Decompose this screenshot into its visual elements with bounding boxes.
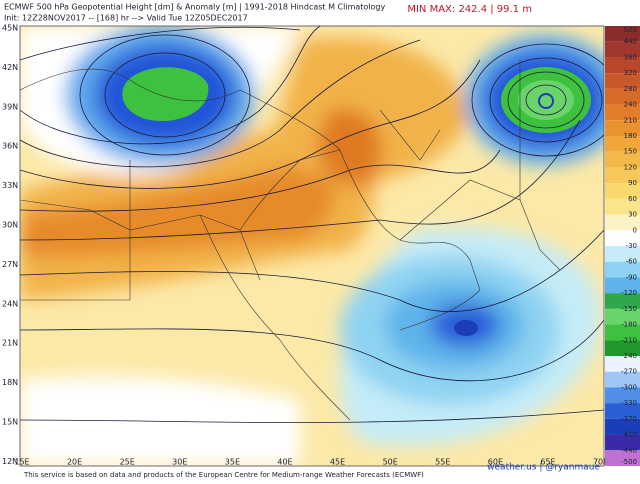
low-core: [122, 67, 209, 121]
colorbar-label: -500: [621, 458, 637, 466]
colorbar-label: -150: [621, 305, 637, 313]
colorbar-swatch: [605, 183, 640, 199]
lon-label: 70E: [593, 458, 608, 467]
colorbar-swatch: [605, 403, 640, 419]
colorbar-swatch: [605, 340, 640, 356]
lat-label: 24N: [2, 299, 18, 308]
colorbar-label: -90: [626, 273, 637, 281]
colorbar-swatch: [605, 214, 640, 231]
height-contours: [20, 26, 604, 423]
colorbar-label: 30: [628, 211, 637, 219]
colorbar-swatch: [605, 387, 640, 404]
colorbar-swatch: [605, 450, 640, 466]
footer-brand: weather.us | @ryanmaue: [487, 463, 600, 473]
lon-label: 60E: [488, 458, 503, 467]
lon-label: 40E: [277, 458, 292, 467]
colorbar-swatch: [605, 167, 640, 184]
colorbar-swatch: [605, 151, 640, 168]
borders: [20, 60, 561, 421]
colorbar-label: 120: [624, 163, 637, 171]
header-init: Init: 12Z28NOV2017 -- [168] hr --> Valid…: [4, 14, 248, 23]
lat-label: 36N: [2, 142, 18, 151]
colorbar-label: 500: [624, 26, 637, 34]
colorbar-swatch: [605, 277, 640, 294]
colorbar-label: -300: [621, 383, 637, 391]
colorbar-swatch: [605, 120, 640, 136]
lat-label: 30N: [2, 221, 18, 230]
lat-label: 42N: [2, 63, 18, 72]
lon-label: 35E: [225, 458, 240, 467]
colorbar-label: 280: [624, 85, 637, 93]
header-minmax: MIN MAX: 242.4 | 99.1 m: [407, 4, 532, 15]
anomaly-core: [454, 320, 478, 336]
header-bar: [0, 0, 640, 25]
colorbar-label: -180: [621, 321, 637, 329]
colorbar-label: 210: [624, 116, 637, 124]
colorbar-label: -330: [621, 399, 637, 407]
colorbar-swatch: [605, 73, 640, 89]
lon-label: 45E: [330, 458, 345, 467]
colorbar-label: -440: [621, 446, 637, 454]
colorbar-label: 90: [628, 179, 637, 187]
lon-label: 15E: [14, 458, 29, 467]
colorbar-swatch: [605, 261, 640, 278]
colorbar-swatch: [605, 88, 640, 105]
colorbar-label: 320: [624, 69, 637, 77]
colorbar-swatch: [605, 136, 640, 152]
lon-label: 55E: [435, 458, 450, 467]
colorbar-label: -240: [621, 352, 637, 360]
colorbar-swatch: [605, 246, 640, 262]
colorbar-swatch: [605, 293, 640, 309]
low-center: [538, 93, 554, 109]
colorbar-swatch: [605, 371, 640, 388]
lon-label: 30E: [172, 458, 187, 467]
colorbar-label: 380: [624, 53, 637, 61]
map-area: [20, 26, 604, 466]
colorbar-swatch: [605, 57, 640, 74]
low-core: [518, 80, 574, 120]
lat-label: 15N: [2, 418, 18, 427]
colorbar-label: -270: [621, 368, 637, 376]
colorbar-label: 150: [624, 148, 637, 156]
colorbar-label: 0: [633, 226, 637, 234]
lat-label: 18N: [2, 378, 18, 387]
colorbar-swatch: [605, 41, 640, 58]
colorbar-swatch: [605, 324, 640, 341]
colorbar-swatch: [605, 104, 640, 121]
colorbar-label: -30: [626, 242, 637, 250]
colorbar-swatch: [605, 356, 640, 372]
colorbar-label: -120: [621, 289, 637, 297]
lon-label: 25E: [120, 458, 135, 467]
colorbar-label: -210: [621, 336, 637, 344]
lon-label: 65E: [540, 458, 555, 467]
lat-label: 12N: [2, 457, 18, 466]
lat-label: 39N: [2, 102, 18, 111]
header-title: ECMWF 500 hPa Geopotential Height [dm] &…: [4, 3, 385, 12]
lon-label: 50E: [383, 458, 398, 467]
lat-label: 33N: [2, 181, 18, 190]
lat-label: 45N: [2, 24, 18, 33]
lat-label: 27N: [2, 260, 18, 269]
colorbar-swatch: [605, 198, 640, 215]
colorbar-label: 240: [624, 101, 637, 109]
lat-label: 21N: [2, 339, 18, 348]
colorbar-label: 180: [624, 132, 637, 140]
footer-credit: This service is based on data and produc…: [23, 471, 424, 479]
colorbar-swatch: [605, 308, 640, 325]
colorbar-swatch: [605, 418, 640, 435]
colorbar-label: -370: [621, 415, 637, 423]
colorbar-label: 60: [628, 195, 637, 203]
lon-label: 20E: [67, 458, 82, 467]
colorbar-label: 440: [624, 38, 637, 46]
colorbar-label: -60: [626, 258, 637, 266]
map-frame: [19, 25, 605, 467]
colorbar-swatch: [605, 434, 640, 451]
colorbar-swatch: [605, 230, 640, 246]
footer-bar: [20, 467, 604, 480]
colorbar-swatch: [605, 26, 640, 42]
colorbar-label: -410: [621, 431, 637, 439]
